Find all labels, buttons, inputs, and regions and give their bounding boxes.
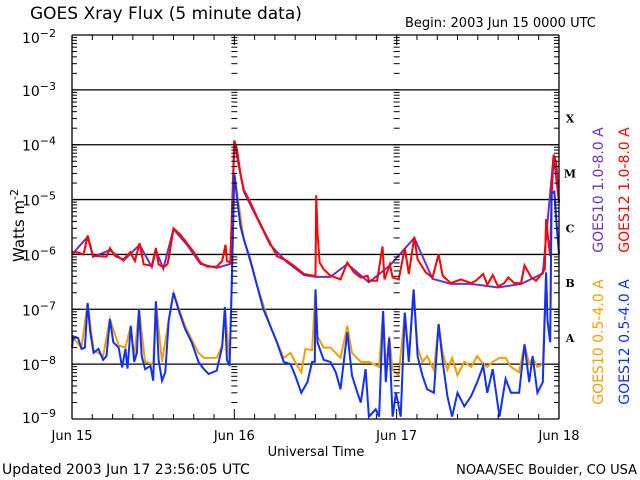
- y-tick-label: 10−6: [22, 244, 56, 264]
- flare-class-label: B: [565, 277, 574, 290]
- updated-timestamp: Updated 2003 Jun 17 23:56:05 UTC: [2, 462, 250, 478]
- x-tick-label: Jun 16: [213, 429, 255, 444]
- y-tick-base: 10: [22, 303, 40, 319]
- series-group: [71, 140, 560, 420]
- y-tick-base: 10: [22, 31, 40, 47]
- y-axis-label: Watts m-2: [8, 189, 28, 262]
- y-tick-base: 10: [22, 248, 40, 264]
- y-tick-label: 10−4: [22, 135, 56, 155]
- y-tick-exponent: −7: [40, 299, 56, 312]
- flare-class-label: X: [566, 113, 575, 126]
- begin-date: Begin: 2003 Jun 15 0000 UTC: [405, 16, 596, 31]
- y-tick-label: 10−7: [22, 299, 56, 319]
- flare-class-labels: X M C B A: [564, 113, 576, 345]
- x-axis-label: Universal Time: [268, 445, 365, 460]
- y-tick-exponent: −4: [40, 135, 56, 148]
- x-tick-labels: Jun 15 Jun 16 Jun 17 Jun 18: [51, 429, 580, 444]
- legend-entry: GOES10 0.5-4.0 A: [591, 279, 607, 405]
- flare-class-label: C: [566, 222, 575, 235]
- credit-text: NOAA/SEC Boulder, CO USA: [456, 463, 637, 478]
- series-line-1: [72, 140, 560, 288]
- series-line-2: [71, 173, 560, 378]
- legend: GOES10 1.0-8.0 A GOES12 1.0-8.0 A GOES10 0…: [591, 127, 633, 405]
- y-tick-exponent: −8: [40, 354, 56, 367]
- y-tick-base: 10: [22, 84, 40, 100]
- flare-class-label: M: [564, 167, 576, 180]
- axes: [71, 34, 560, 420]
- y-tick-exponent: −9: [40, 407, 56, 420]
- y-tick-exponent: −3: [40, 80, 56, 93]
- y-tick-labels: 10−210−310−410−510−610−710−810−9: [22, 27, 56, 427]
- x-tick-label: Jun 17: [375, 429, 417, 444]
- legend-entry: GOES10 1.0-8.0 A: [591, 127, 607, 253]
- y-axis-label-text: Watts m: [10, 200, 28, 262]
- y-tick-exponent: −6: [40, 244, 56, 257]
- y-tick-base: 10: [22, 139, 40, 155]
- y-tick-label: 10−8: [22, 354, 56, 374]
- x-tick-label: Jun 18: [538, 429, 580, 444]
- y-tick-exponent: −2: [40, 27, 56, 40]
- y-tick-label: 10−2: [22, 27, 56, 47]
- x-tick-label: Jun 15: [51, 429, 93, 444]
- legend-entry: GOES12 1.0-8.0 A: [617, 127, 633, 253]
- legend-entry: GOES12 0.5-4.0 A: [617, 279, 633, 405]
- flare-class-label: A: [565, 332, 575, 345]
- series-line-3: [71, 173, 560, 420]
- y-tick-base: 10: [22, 411, 40, 427]
- y-tick-label: 10−3: [22, 80, 56, 100]
- y-tick-base: 10: [22, 358, 40, 374]
- y-tick-exponent: −5: [40, 190, 56, 203]
- chart-title: GOES Xray Flux (5 minute data): [30, 4, 302, 24]
- y-tick-label: 10−5: [22, 190, 56, 210]
- y-axis-label-exponent: -2: [8, 189, 21, 200]
- y-tick-label: 10−9: [22, 407, 56, 427]
- y-tick-base: 10: [22, 194, 40, 210]
